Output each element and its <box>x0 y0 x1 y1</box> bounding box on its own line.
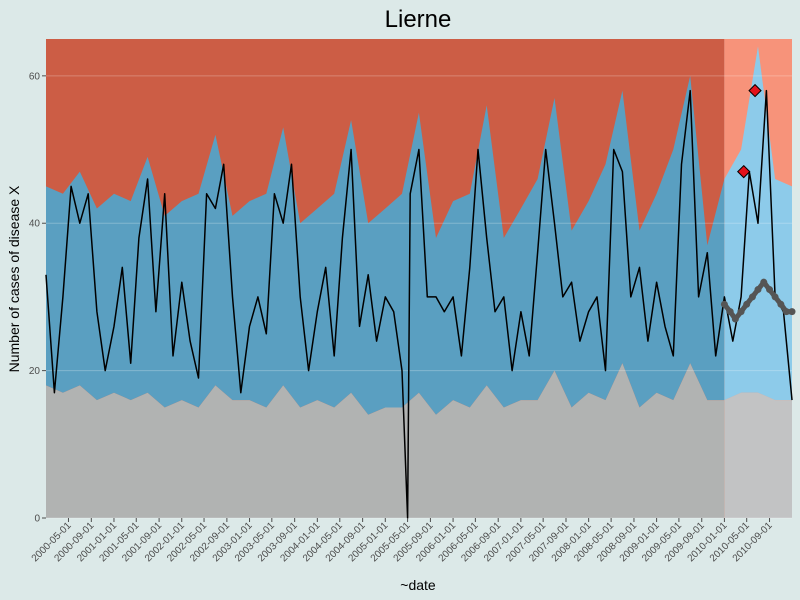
chart-title: Lierne <box>385 6 452 33</box>
forecast-mean-point <box>754 286 762 294</box>
forecast-mean-point <box>782 308 790 316</box>
y-axis-title: Number of cases of disease X <box>6 185 22 372</box>
exceedance-marker <box>737 164 751 179</box>
grid-lines <box>46 75 792 519</box>
region-history <box>46 39 725 518</box>
forecast-mean-point <box>743 300 751 308</box>
x-axis: 2000-05-012000-09-012001-01-012001-05-01… <box>30 518 775 564</box>
forecast-mean-point <box>748 293 756 301</box>
forecast-mean-point <box>726 308 734 316</box>
forecast-mean-point <box>766 286 774 294</box>
low-region-history <box>46 363 725 518</box>
y-tick-label: 0 <box>34 514 40 525</box>
forecast-mean-point <box>771 293 779 301</box>
forecast-mean-point <box>777 300 785 308</box>
y-axis: 0 20 40 60 <box>29 71 46 525</box>
exceedance-marker <box>748 83 762 98</box>
forecast-mean-point <box>788 308 796 316</box>
x-axis-title: ~date <box>400 577 436 593</box>
forecast-mean-point <box>737 308 745 316</box>
forecast-mean-point <box>720 300 728 308</box>
forecast-mean-point <box>731 315 739 323</box>
y-tick-label: 60 <box>29 71 41 82</box>
plot-area <box>45 39 796 519</box>
forecast-mean-point <box>760 278 768 286</box>
y-tick-label: 40 <box>29 219 41 230</box>
y-tick-label: 20 <box>29 366 41 377</box>
prediction-band-history <box>46 75 725 415</box>
observed-cases-line <box>45 89 793 519</box>
low-region-forecast <box>724 392 792 518</box>
